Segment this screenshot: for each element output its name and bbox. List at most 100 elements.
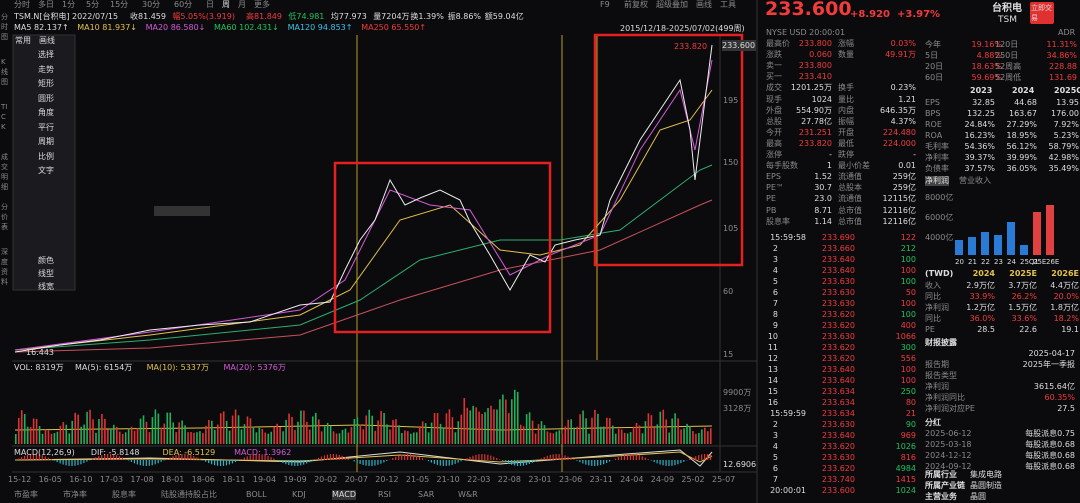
nav-tab[interactable]: 1分 [62,0,76,9]
macd-bar [175,455,177,460]
tool-button[interactable]: 工具 [720,0,736,9]
macd-bar [383,460,385,463]
bar-tab[interactable]: 营业收入 [959,176,991,185]
volume-bar [448,409,451,444]
menu-item[interactable]: 选择 [38,50,54,59]
tool-button[interactable]: 画线 [696,0,712,9]
macd-bar [62,460,64,465]
dividend-value: 每股派息0.68 [1025,451,1075,460]
volume-bar [490,405,492,444]
volume-bar [317,419,320,444]
trade-time: 15:59:59 [770,409,806,418]
nav-tab[interactable]: 分时 [14,0,30,9]
tool-button[interactable]: 前复权 [624,0,648,9]
nav-tab[interactable]: 60分 [174,0,193,9]
menu-item[interactable]: 线宽 [38,282,54,291]
tool-button[interactable]: 超级叠加 [656,0,688,9]
y-tick-label: 195 [723,96,739,105]
nav-tab[interactable]: 5分 [86,0,100,9]
volume-bar [484,412,486,444]
menu-item[interactable]: 矩形 [38,79,54,88]
side-tab[interactable]: K线图 [1,58,8,86]
indicator-tab[interactable]: 陆股通持股占比 [161,490,217,499]
volume-bar [407,431,409,444]
ma-value: MA20 86.580↓ [145,23,206,32]
volume-bar [124,432,127,444]
bar-tab[interactable]: 净利润 [925,176,949,186]
bar-x-label: 20 [955,258,964,266]
indicator-tab[interactable]: 市净率 [63,490,87,499]
volume-bar [460,414,463,444]
indicator-tab[interactable]: 市盈率 [14,490,38,499]
trade-price: 233.630 [821,420,855,429]
nav-tab[interactable]: 更多 [254,0,270,9]
macd-bar [677,460,679,465]
volume-bar [493,409,495,444]
indicator-tab[interactable]: KDJ [292,490,306,499]
volume-bar [656,424,659,444]
forecast-header: (TWD) [925,269,954,278]
volume-bar [62,422,65,444]
bar-x-label: 26E [1046,258,1060,266]
side-tab[interactable]: 深度资料 [1,248,8,286]
menu-item[interactable]: 走势 [38,64,54,74]
macd-bar [558,454,560,460]
side-tab[interactable]: 成交明细 [1,153,8,191]
volume-bar [439,423,442,444]
nav-tab[interactable]: 15分 [110,0,129,9]
trade-button[interactable]: 立即交易 [1031,4,1052,22]
side-tab[interactable]: 分时图 [1,13,8,41]
tool-button[interactable]: F9 [600,0,610,9]
nav-tab[interactable]: 30分 [142,0,161,9]
exchange: NYSE USD 20:00:01 [766,28,846,37]
quote-value: 233.800 [798,61,832,71]
fin-year: 2023 [970,86,993,95]
macd-bar [98,456,100,460]
volume-bar [573,427,575,444]
menu-item[interactable]: 文字 [38,166,54,175]
dividend-value: 每股派息0.75 [1025,429,1075,438]
menu-item[interactable]: 周期 [38,137,54,146]
menu-item[interactable]: 颜色 [38,256,54,265]
volume-bar [338,433,341,444]
side-tab[interactable]: TICK [1,103,8,131]
volume-bar [430,422,433,444]
side-tab[interactable]: 分价表 [1,203,8,231]
volume-bar [279,427,281,444]
quote-value: 0.01 [898,161,916,171]
fin-value: 18.95% [1006,131,1037,140]
nav-tab[interactable]: 月 [238,0,246,9]
trade-volume: 816 [900,453,916,462]
fin-year: 2024 [1012,86,1035,95]
menu-tab[interactable]: 常用 [15,36,31,45]
macd-bar [142,460,144,466]
x-tick-label: 22-08 [497,475,521,484]
macd-bar [172,456,174,460]
menu-item[interactable]: 角度 [38,108,54,117]
trade-price: 233.640 [821,365,855,374]
nav-tab[interactable]: 周 [222,0,230,9]
nav-tab[interactable]: 日 [206,0,214,9]
trade-time: 5 [772,277,778,286]
volume-bar [240,429,243,444]
macd-bar [549,454,551,460]
menu-item[interactable]: 线型 [38,269,54,278]
indicator-tab[interactable]: 股息率 [112,490,136,499]
macd-bar [401,454,403,460]
menu-item[interactable]: 平行 [38,122,54,132]
indicator-tab[interactable]: RSI [378,490,391,499]
macd-bar [442,460,444,466]
menu-tab[interactable]: 画线 [39,36,55,45]
trade-button-bg[interactable] [1030,2,1054,24]
indicator-tab[interactable]: SAR [418,490,435,499]
macd-bar [246,456,248,460]
indicator-tab[interactable]: BOLL [246,490,267,499]
info-item: 量7204万 [373,12,410,21]
macd-bar [609,460,611,462]
menu-item[interactable]: 圆形 [38,93,54,103]
indicator-tab[interactable]: W&R [458,490,478,499]
nav-tab[interactable]: 多日 [38,0,54,9]
indicator-tab[interactable]: MACD [332,490,356,500]
menu-item[interactable]: 比例 [38,151,54,161]
volume-bar [707,431,709,444]
